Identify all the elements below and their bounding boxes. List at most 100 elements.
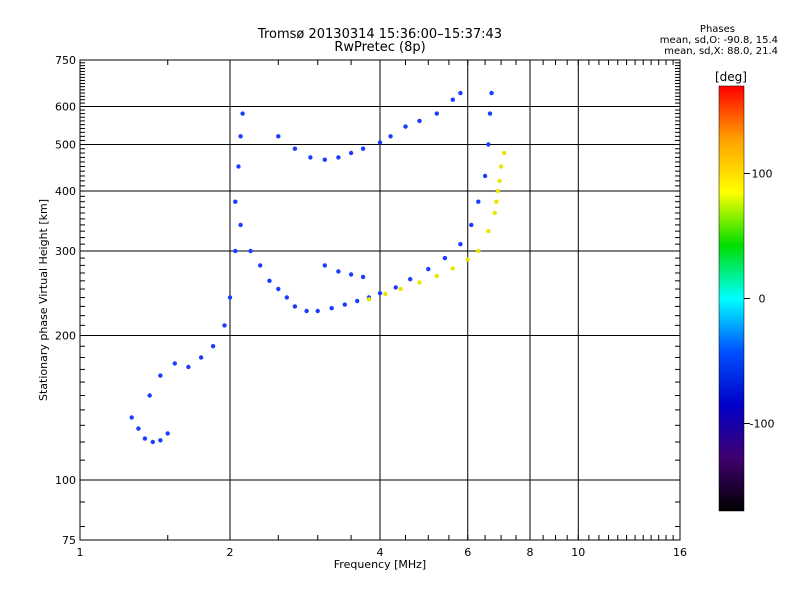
stats-x-mode: mean, sd,X: 88.0, 21.4	[664, 46, 778, 57]
data-point-o	[210, 344, 216, 349]
data-point-x	[383, 291, 388, 297]
data-point-x	[497, 178, 502, 184]
colorbar-ticks: 100 0 -100	[744, 168, 774, 431]
data-point-o	[172, 361, 177, 366]
data-point-o	[360, 274, 366, 280]
y-axis-label: Stationary phase Virtual Height [km]	[37, 199, 50, 401]
data-point-o	[292, 304, 298, 309]
data-point-x	[502, 150, 507, 156]
x-tick-label: 8	[527, 546, 534, 559]
data-point-o	[233, 199, 238, 204]
data-point-x	[486, 228, 491, 234]
data-point-o	[267, 278, 272, 283]
data-point-x	[434, 273, 439, 279]
grid-layer	[80, 60, 680, 540]
data-point-o	[276, 134, 281, 139]
x-tick-label: 10	[571, 546, 585, 559]
data-point-o	[360, 146, 366, 151]
data-point-o	[238, 222, 243, 228]
data-point-o	[377, 140, 383, 145]
data-point-o	[304, 308, 309, 314]
stats-heading: Phases	[699, 24, 735, 35]
data-point-o	[336, 155, 341, 160]
data-point-o	[403, 124, 408, 129]
stats-o-mode: mean, sd,O: -90.8, 15.4	[659, 35, 778, 46]
data-point-o	[329, 306, 334, 311]
y-tick-label: 75	[62, 534, 76, 547]
data-point-x	[465, 257, 470, 262]
data-point-o	[136, 426, 141, 431]
colorbar-tick-label: 100	[752, 168, 773, 181]
data-point-x	[398, 286, 403, 292]
x-tick-label: 6	[464, 546, 471, 559]
data-point-x	[498, 164, 504, 169]
data-point-o	[469, 222, 474, 228]
data-point-o	[434, 111, 439, 116]
colorbar-tick-label: -100	[750, 418, 775, 431]
y-tick-label: 500	[55, 139, 76, 152]
data-point-o	[258, 263, 263, 268]
data-point-o	[150, 439, 155, 445]
data-point-o	[147, 393, 152, 398]
data-point-o	[442, 255, 448, 261]
data-point-o	[322, 157, 327, 162]
data-point-o	[426, 266, 431, 272]
chart-subtitle: RwPretec (8p)	[334, 40, 426, 55]
data-point-o	[489, 90, 494, 96]
data-point-x	[495, 188, 501, 194]
data-point-x	[450, 266, 455, 271]
data-point-o	[322, 263, 327, 268]
colorbar-label: [deg]	[715, 70, 747, 84]
data-point-o	[158, 438, 163, 443]
data-point-x	[417, 280, 422, 285]
data-point-o	[476, 199, 481, 204]
data-point-o	[158, 373, 163, 378]
data-point-o	[236, 164, 241, 169]
data-point-o	[355, 298, 360, 304]
data-point-o	[292, 146, 298, 151]
x-tick-label: 1	[77, 546, 84, 559]
data-point-o	[458, 90, 463, 96]
data-point-o	[308, 155, 313, 160]
data-point-o	[129, 415, 134, 420]
data-point-o	[458, 242, 463, 247]
data-point-o	[186, 364, 191, 370]
data-point-o	[222, 323, 227, 328]
colorbar-tick-label: 0	[759, 293, 766, 306]
data-point-o	[198, 355, 204, 360]
data-point-o	[240, 111, 245, 116]
axis-layer: 1 2 4 6 8 10 16 75 100 200 300 400 500 600 750	[55, 54, 687, 559]
x-tick-label: 4	[377, 546, 384, 559]
y-tick-label: 750	[55, 54, 76, 67]
data-point-o	[342, 302, 347, 307]
x-tick-label: 16	[673, 546, 687, 559]
data-point-x	[476, 248, 481, 254]
data-point-o	[276, 286, 281, 292]
data-point-o	[227, 295, 233, 300]
data-point-o	[393, 285, 398, 290]
data-point-o	[233, 248, 238, 254]
data-point-x	[494, 199, 499, 204]
colorbar	[718, 85, 745, 512]
data-point-o	[482, 173, 488, 179]
x-axis-label: Frequency [MHz]	[334, 558, 426, 571]
data-point-o	[486, 142, 491, 147]
data-point-o	[336, 269, 341, 274]
chart-title: Tromsø 20130314 15:36:00–15:37:43	[257, 27, 503, 42]
data-point-o	[417, 118, 422, 124]
data-point-x	[492, 210, 497, 216]
data-points	[129, 90, 507, 445]
y-tick-label: 300	[55, 245, 76, 258]
data-point-o	[388, 134, 393, 139]
data-point-x	[366, 297, 372, 302]
y-tick-label: 200	[55, 330, 76, 343]
x-tick-label: 2	[227, 546, 234, 559]
data-point-o	[348, 150, 354, 156]
data-point-o	[487, 111, 493, 116]
y-tick-label: 600	[55, 101, 76, 114]
data-point-o	[248, 248, 253, 254]
data-point-o	[450, 97, 455, 102]
data-point-o	[408, 277, 413, 282]
data-point-o	[348, 272, 354, 277]
